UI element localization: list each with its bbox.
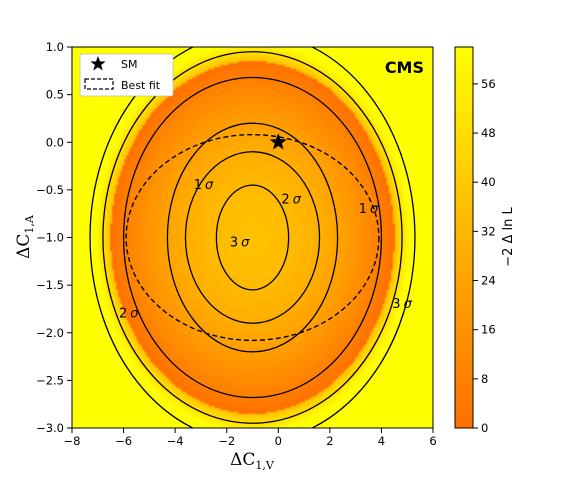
legend-dashed-box-icon (84, 78, 114, 90)
sm-point-star (269, 133, 287, 150)
colorbar-tick-label: 48 (481, 126, 496, 140)
colorbar-gradient (454, 46, 474, 429)
colorbar-ticks: 0 8 16 24 32 40 48 56 (473, 77, 496, 435)
contour-label-sigma: σ (370, 202, 379, 217)
colorbar: 0 8 16 24 32 40 48 56 −2 Δ ln L (454, 46, 516, 435)
colorbar-tick-label: 32 (481, 224, 496, 238)
likelihood-heatmap (72, 47, 433, 428)
best-fit-contour (125, 133, 380, 342)
y-tick-label: −2.5 (36, 373, 64, 387)
x-tick-label: −8 (64, 434, 81, 448)
colorbar-tick-label: 0 (481, 421, 488, 435)
legend-label-sm: SM (121, 58, 137, 71)
contour-inner-2 (184, 151, 321, 324)
y-tick-label: −1.0 (36, 231, 64, 245)
y-tick-label: −0.5 (36, 183, 64, 197)
contour-inner (215, 184, 290, 291)
contour-label-number: 1 (194, 178, 202, 193)
y-axis: 1.0 0.5 0.0 −0.5 −1.0 −1.5 −2.0 −2.5 −3.0 (36, 40, 72, 435)
contour-label-sigma: σ (205, 178, 214, 193)
x-tick-label: 6 (429, 434, 436, 448)
contour-label-sigma: σ (241, 235, 250, 250)
contour-label-sigma: σ (293, 192, 302, 207)
colorbar-label: −2 Δ ln L (501, 206, 516, 266)
contour-outer-2 (102, 51, 403, 424)
experiment-label: CMS (385, 58, 424, 77)
x-axis-title: ΔC1,V (230, 450, 275, 472)
contour-label-number: 1 (359, 202, 367, 217)
colorbar-tick-label: 40 (481, 175, 496, 189)
y-axis-title: ΔC1,A (14, 214, 36, 259)
legend: SM Best fit (79, 53, 174, 97)
colorbar-tick-label: 56 (481, 77, 496, 91)
contour-label-sigma: σ (130, 307, 139, 322)
contour-label-sigma: σ (404, 297, 413, 312)
y-axis-title-main: ΔC (14, 234, 34, 259)
y-tick-label: −2.0 (36, 326, 64, 340)
colorbar-tick-label: 24 (481, 274, 496, 288)
x-axis-title-main: ΔC (230, 450, 255, 470)
y-axis-title-sub: 1,A (23, 214, 36, 233)
colorbar-tick-label: 8 (481, 372, 488, 386)
contour-label-number: 3 (392, 297, 400, 312)
x-tick-label: 4 (378, 434, 385, 448)
contour-label-number: 3 (230, 235, 238, 250)
sigma-contours (89, 47, 416, 428)
x-axis-title-sub: 1,V (255, 459, 274, 472)
x-tick-label: −6 (115, 434, 132, 448)
contour-outer-1 (122, 76, 383, 399)
x-tick-label: 2 (326, 434, 333, 448)
contour-outer-3 (89, 47, 416, 428)
y-tick-label: −1.5 (36, 278, 64, 292)
y-tick-label: 1.0 (46, 40, 64, 54)
contour-label-number: 2 (281, 192, 289, 207)
contour-labels: 3 σ2 σ1 σ1 σ2 σ3 σ (119, 178, 413, 322)
y-tick-label: 0.0 (46, 135, 64, 149)
colorbar-tick-label: 16 (481, 323, 496, 337)
contour-inner-1 (166, 122, 339, 353)
x-tick-label: 0 (275, 434, 282, 448)
legend-star-icon (90, 56, 106, 71)
plot-area: 3 σ2 σ1 σ1 σ2 σ3 σ (71, 46, 434, 429)
contour-label-number: 2 (119, 307, 127, 322)
x-axis: −8 −6 −4 −2 0 2 4 6 (64, 428, 437, 448)
x-tick-label: −4 (167, 434, 184, 448)
legend-label-best-fit: Best fit (121, 79, 161, 92)
x-tick-label: −2 (218, 434, 235, 448)
legend-box (79, 53, 174, 97)
y-tick-label: 0.5 (46, 88, 64, 102)
y-tick-label: −3.0 (36, 421, 64, 435)
